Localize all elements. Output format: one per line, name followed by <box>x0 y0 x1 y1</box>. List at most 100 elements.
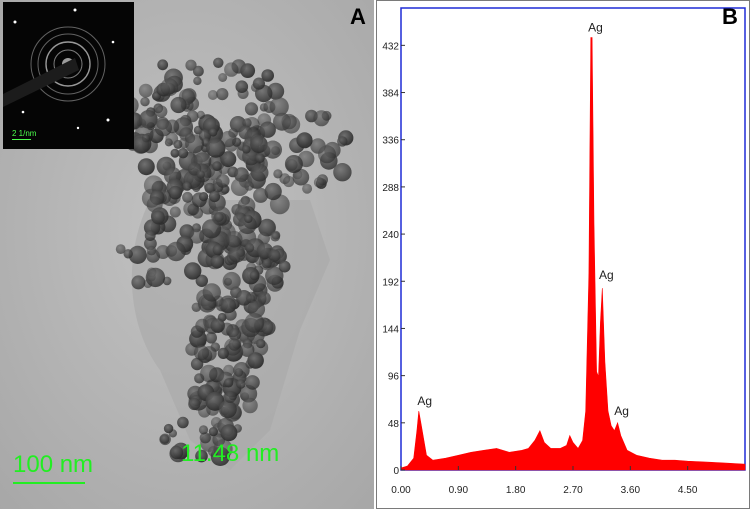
nanoparticle <box>259 121 276 138</box>
nanoparticle <box>208 128 218 137</box>
nanoparticle <box>212 244 224 256</box>
nanoparticle <box>234 368 244 377</box>
nanoparticle <box>244 214 253 224</box>
nanoparticle <box>200 364 218 383</box>
nanoparticle <box>265 266 284 285</box>
y-tick-label: 192 <box>382 277 399 288</box>
peak-label: Ag <box>588 20 603 34</box>
nanoparticle <box>212 161 222 171</box>
nanoparticle <box>115 244 126 255</box>
nanoparticle <box>137 158 155 176</box>
nanoparticle <box>242 118 252 128</box>
diffraction-ring <box>30 26 106 102</box>
nanoparticle <box>213 439 233 459</box>
nanoparticle <box>258 218 276 237</box>
nanoparticle <box>247 352 264 369</box>
scale-bar <box>13 482 85 484</box>
nanoparticle <box>284 155 303 173</box>
nanoparticle <box>250 163 269 182</box>
nanoparticle <box>146 245 157 256</box>
nanoparticle <box>193 76 202 86</box>
y-tick-label: 96 <box>388 372 400 383</box>
nanoparticle <box>263 140 282 159</box>
nanoparticle <box>255 153 265 163</box>
nanoparticle <box>131 275 146 290</box>
nanoparticle <box>228 328 242 341</box>
peak-label: Ag <box>614 404 629 418</box>
nanoparticle <box>302 183 313 194</box>
nanoparticle <box>240 63 256 78</box>
nanoparticle <box>201 219 222 239</box>
beam-stopper <box>3 58 79 107</box>
nanoparticle <box>207 90 218 100</box>
nanoparticle <box>170 148 180 158</box>
nanoparticle <box>202 283 221 302</box>
nanoparticle <box>208 191 221 203</box>
nanoparticle-cluster <box>114 57 354 466</box>
scale-bar-label: 100 nm <box>13 451 94 478</box>
tem-micrograph-panel: 2 1/nm A 100 nm 11.48 nm <box>0 0 374 509</box>
nanoparticle <box>220 130 237 148</box>
nanoparticle <box>217 347 229 359</box>
nanoparticle <box>218 73 228 82</box>
nanoparticle <box>132 136 150 154</box>
nanoparticle <box>198 425 209 435</box>
nanoparticle <box>157 59 169 71</box>
nanoparticle <box>337 136 348 147</box>
nanoparticle <box>154 119 173 137</box>
nanoparticle <box>216 174 230 188</box>
nanoparticle <box>151 210 165 225</box>
nanoparticle <box>214 212 224 222</box>
nanoparticle <box>210 318 225 333</box>
nanoparticle <box>216 88 229 101</box>
nanoparticle <box>220 297 236 314</box>
nanoparticle <box>228 338 241 351</box>
particle-size-label: 11.48 nm <box>181 440 280 467</box>
nanoparticle <box>292 168 310 186</box>
diffraction-spot <box>21 110 25 114</box>
y-tick-label: 0 <box>393 466 399 477</box>
nanoparticle <box>177 416 189 429</box>
peak-label: Ag <box>599 268 614 282</box>
nanoparticle <box>264 182 282 201</box>
nanoparticle <box>144 230 156 242</box>
panel-border <box>376 0 750 509</box>
x-tick-label: 0.90 <box>449 485 469 496</box>
nanoparticle <box>224 62 239 77</box>
y-tick-label: 240 <box>382 230 399 241</box>
nanoparticle <box>261 258 272 269</box>
nanoparticle <box>185 59 197 71</box>
nanoparticle <box>123 249 133 259</box>
nanoparticle <box>210 254 225 269</box>
nanoparticle <box>139 110 158 129</box>
nanoparticle <box>193 65 204 77</box>
nanoparticle <box>282 115 301 134</box>
nanoparticle <box>218 400 237 419</box>
nanoparticle <box>196 110 205 119</box>
nanoparticle <box>163 423 174 434</box>
nanoparticle <box>242 397 258 414</box>
nanoparticle <box>228 245 246 263</box>
nanoparticle <box>224 391 237 403</box>
diffraction-spot <box>13 20 17 24</box>
nanoparticle <box>185 134 205 154</box>
nanoparticle <box>333 163 352 182</box>
y-tick-label: 336 <box>382 136 399 147</box>
nanoparticle <box>143 175 164 195</box>
nanoparticle <box>188 397 201 411</box>
x-tick-label: 3.60 <box>621 485 641 496</box>
diffraction-spot <box>73 8 77 12</box>
nanoparticle <box>252 77 265 90</box>
x-tick-label: 4.50 <box>678 485 698 496</box>
y-tick-label: 144 <box>382 324 399 335</box>
nanoparticle <box>249 270 260 281</box>
nanoparticle <box>313 177 325 188</box>
nanoparticle <box>206 138 226 158</box>
y-tick-label: 288 <box>382 183 399 194</box>
nanoparticle <box>244 181 254 191</box>
diffraction-ring <box>45 41 91 87</box>
nanoparticle <box>169 206 181 218</box>
nanoparticle <box>204 182 216 194</box>
nanoparticle <box>160 78 179 97</box>
